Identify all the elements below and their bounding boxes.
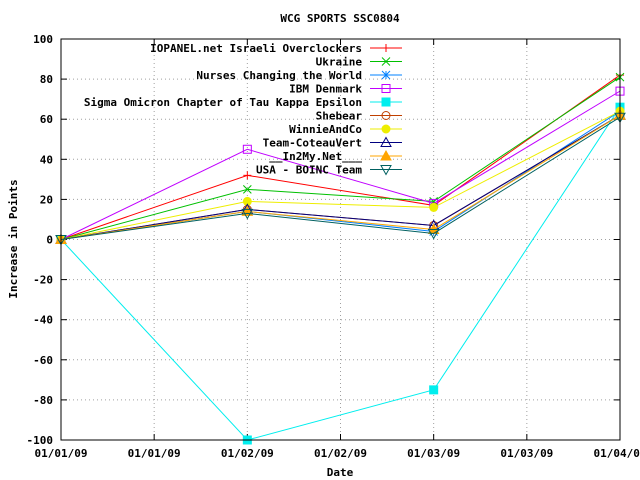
x-tick-label: 01/03/09 xyxy=(500,447,553,460)
legend-entry: IOPANEL.net Israeli Overclockers xyxy=(150,42,402,55)
data-point-filled-circle xyxy=(381,124,391,134)
legend-label: WinnieAndCo xyxy=(289,123,362,136)
axes: -100 -80 -60 -40 -20 0 20 40 60 80 100 01/01/09 01/0… xyxy=(27,33,640,460)
legend-label: Team-CoteauVert xyxy=(263,137,362,150)
x-tick-label: 01/01/09 xyxy=(128,447,181,460)
legend-label: Shebear xyxy=(316,110,363,123)
data-point-filled-box xyxy=(429,385,439,395)
legend: IOPANEL.net Israeli OverclockersUkraineN… xyxy=(84,42,402,177)
data-point-box xyxy=(242,144,252,154)
data-point-plus xyxy=(243,171,252,180)
x-axis-label: Date xyxy=(327,466,354,479)
legend-entry: Shebear xyxy=(316,110,402,123)
legend-label: __In2My.Net___ xyxy=(269,150,362,163)
legend-entry: USA - BOINC Team xyxy=(256,164,402,177)
data-point-triangle xyxy=(380,136,392,147)
series-line xyxy=(60,110,621,240)
data-point-circle xyxy=(381,111,391,120)
y-tick-label: 100 xyxy=(33,33,53,46)
legend-entry: Nurses Changing the World xyxy=(196,69,402,82)
legend-entry: Sigma Omicron Chapter of Tau Kappa Epsil… xyxy=(84,96,402,109)
series-line xyxy=(60,116,621,240)
y-tick-label: -40 xyxy=(33,314,53,327)
legend-label: USA - BOINC Team xyxy=(256,164,362,177)
series-line xyxy=(60,74,621,240)
data-point-star xyxy=(381,70,391,80)
x-tick-label: 01/02/09 xyxy=(314,447,367,460)
legend-label: Ukraine xyxy=(316,56,363,69)
data-point-filled-triangle xyxy=(380,149,392,161)
x-tick-label: 01/04/09 xyxy=(594,447,640,460)
series-line xyxy=(60,114,621,240)
data-point-down-triangle xyxy=(380,165,392,176)
legend-entry: __In2My.Net___ xyxy=(269,149,402,163)
y-axis-label: Increase in Points xyxy=(7,179,20,298)
data-point-down-triangle xyxy=(427,228,440,240)
legend-entry: Team-CoteauVert xyxy=(263,136,402,150)
y-tick-label: 60 xyxy=(40,113,53,126)
data-point-cross xyxy=(242,185,252,194)
y-tick-label: -60 xyxy=(33,354,53,367)
legend-label: Nurses Changing the World xyxy=(196,69,362,82)
plot-frame xyxy=(60,38,621,441)
chart-title: WCG SPORTS SSC0804 xyxy=(280,12,400,25)
series-line xyxy=(60,76,621,240)
legend-label: Sigma Omicron Chapter of Tau Kappa Epsil… xyxy=(84,96,362,109)
y-tick-label: -20 xyxy=(33,274,53,287)
y-tick-label: -80 xyxy=(33,394,53,407)
y-tick-label: 40 xyxy=(40,153,53,166)
data-point-cross xyxy=(381,57,391,66)
legend-entry: IBM Denmark xyxy=(289,83,402,96)
legend-entry: WinnieAndCo xyxy=(289,123,402,136)
legend-label: IOPANEL.net Israeli Overclockers xyxy=(150,42,362,55)
series-line xyxy=(60,114,621,240)
series-line xyxy=(60,90,621,240)
series-line xyxy=(60,106,621,441)
y-tick-label: 20 xyxy=(40,193,53,206)
legend-label: IBM Denmark xyxy=(289,83,362,96)
data-point-plus xyxy=(382,44,390,52)
x-tick-label: 01/01/09 xyxy=(35,447,88,460)
legend-entry: Ukraine xyxy=(316,56,402,69)
data-point-filled-circle xyxy=(429,202,439,212)
y-tick-label: -100 xyxy=(27,434,54,447)
y-tick-label: 0 xyxy=(46,234,53,247)
data-point-box xyxy=(381,84,391,93)
y-tick-label: 80 xyxy=(40,73,53,86)
x-tick-label: 01/03/09 xyxy=(407,447,460,460)
data-point-filled-box xyxy=(381,97,391,107)
x-tick-label: 01/02/09 xyxy=(221,447,274,460)
data-point-down-triangle xyxy=(241,208,254,220)
